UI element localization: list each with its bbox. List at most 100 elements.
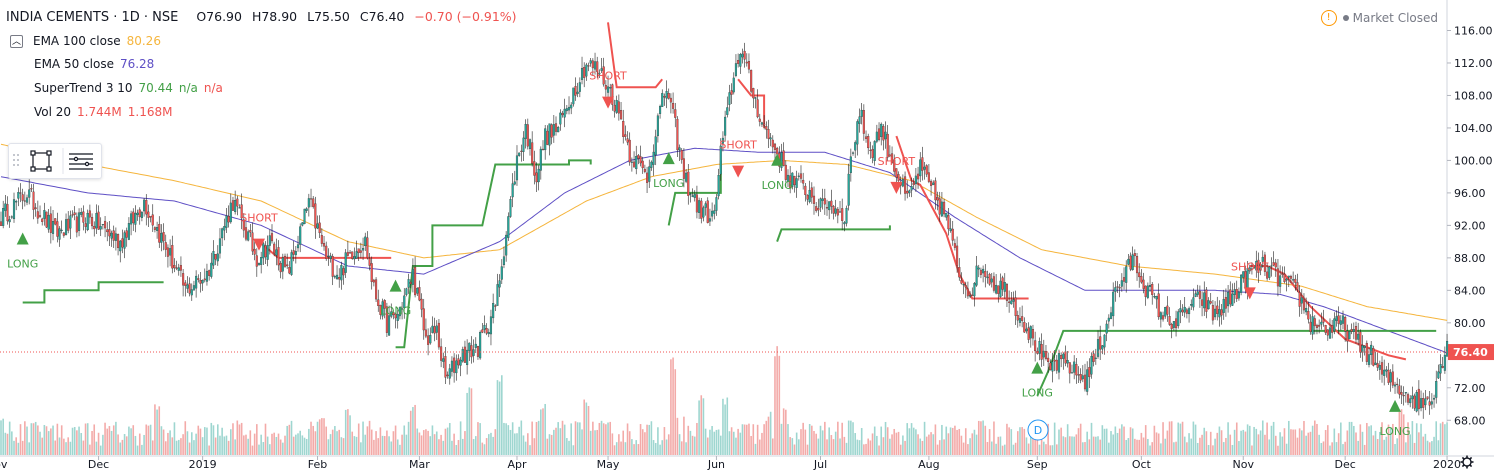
- candle-body: [1166, 305, 1169, 315]
- drawing-toolbox[interactable]: [8, 143, 102, 179]
- volume-bar: [1188, 433, 1190, 455]
- candle-body: [1372, 348, 1375, 366]
- candle-body: [1237, 291, 1240, 299]
- candle-body: [1307, 311, 1310, 320]
- candle-body: [806, 194, 809, 200]
- candle-body: [1157, 293, 1160, 318]
- volume-bar: [1381, 422, 1383, 455]
- lines-icon[interactable]: [69, 153, 93, 170]
- volume-bar: [399, 444, 401, 455]
- candle-body: [943, 201, 946, 215]
- volume-bar: [282, 442, 284, 455]
- volume-bar: [379, 427, 382, 455]
- warning-icon[interactable]: !: [1320, 10, 1337, 26]
- candle-body: [446, 374, 449, 376]
- volume-bar: [535, 421, 538, 455]
- volume-bar: [459, 421, 462, 455]
- volume-bar: [1413, 442, 1416, 455]
- candle-body: [795, 178, 798, 188]
- volume-bar: [1043, 441, 1045, 455]
- volume-bar: [531, 421, 533, 455]
- volume-bar: [1244, 431, 1247, 455]
- volume-bar: [466, 392, 468, 455]
- ema100-label: EMA 100 close: [33, 34, 121, 48]
- candle-body: [1188, 308, 1191, 315]
- volume-bar: [108, 426, 111, 455]
- volume-bar: [279, 439, 282, 455]
- volume-bar: [850, 420, 852, 455]
- candle-body: [110, 232, 113, 239]
- candle-body: [1203, 292, 1206, 309]
- candle-body: [1151, 284, 1154, 295]
- volume-bar: [1140, 432, 1143, 455]
- volume-bar: [1086, 431, 1088, 455]
- candle-body: [346, 251, 349, 256]
- candle-body: [2, 208, 5, 226]
- dividend-marker[interactable]: D: [1027, 419, 1049, 441]
- volume-bar: [1324, 429, 1327, 455]
- candle-body: [828, 201, 831, 211]
- candle-body: [156, 227, 159, 231]
- candle-body: [1413, 395, 1416, 409]
- supertrend-down-segment: [607, 22, 663, 89]
- volume-bar: [485, 438, 488, 455]
- volume-bar: [316, 421, 319, 455]
- candle-body: [348, 252, 352, 254]
- volume-bar: [102, 434, 104, 455]
- volume-bar: [1344, 441, 1346, 455]
- volume-bar: [1047, 423, 1049, 455]
- candle-body: [305, 208, 308, 211]
- legend-ema50[interactable]: EMA 50 close 76.28: [34, 55, 154, 73]
- volume-bar: [403, 425, 406, 455]
- candle-body: [1125, 266, 1128, 283]
- candle-body: [249, 230, 252, 233]
- candle-body: [637, 154, 640, 159]
- candle-body: [1309, 321, 1312, 332]
- volume-bar: [598, 422, 601, 455]
- volume-bar: [236, 420, 239, 455]
- volume-bar: [1199, 437, 1201, 455]
- legend-volume[interactable]: Vol 20 1.744M 1.168M: [34, 103, 172, 121]
- candle-body: [1068, 362, 1071, 374]
- candle-body: [145, 200, 148, 215]
- market-status[interactable]: ! Market Closed: [1320, 10, 1438, 26]
- volume-bar: [1400, 409, 1403, 455]
- candle-body: [1365, 342, 1368, 362]
- candle-body: [1289, 276, 1293, 279]
- volume-bar: [1123, 426, 1125, 455]
- candle-body: [1446, 340, 1449, 357]
- candle-body: [628, 139, 631, 163]
- candle-body: [719, 145, 722, 175]
- candle-body: [1146, 285, 1149, 298]
- candle-body: [49, 213, 52, 233]
- volume-bar: [1194, 424, 1197, 455]
- volume-bar: [84, 423, 87, 455]
- candle-body: [825, 207, 829, 209]
- gear-icon[interactable]: [1460, 455, 1474, 469]
- volume-bar: [910, 423, 913, 455]
- candle-body: [897, 174, 900, 181]
- rectangle-icon[interactable]: [30, 150, 52, 172]
- volume-bar: [1040, 436, 1043, 455]
- legend-supertrend[interactable]: SuperTrend 3 10 70.44 n/a n/a: [34, 79, 223, 97]
- candle-body: [990, 278, 993, 283]
- volume-bar: [141, 444, 143, 455]
- candle-body: [1170, 323, 1173, 329]
- volume-bar: [1407, 422, 1409, 455]
- chevron-up-icon[interactable]: ︿: [10, 34, 23, 48]
- candle-body: [724, 116, 727, 136]
- volume-bar: [128, 426, 130, 455]
- volume-bar: [112, 425, 115, 455]
- volume-bar: [171, 437, 174, 455]
- candle-body: [613, 104, 616, 112]
- last-price-box: [1448, 344, 1494, 361]
- candle-body: [541, 148, 545, 150]
- volume-bar: [433, 434, 436, 455]
- candle-body: [706, 200, 709, 223]
- grip-icon[interactable]: [13, 154, 19, 166]
- legend-ema100[interactable]: ︿ EMA 100 close 80.26: [10, 32, 161, 50]
- long-arrow-icon: [771, 153, 784, 166]
- volume-bar: [26, 426, 28, 455]
- candle-body: [420, 298, 423, 310]
